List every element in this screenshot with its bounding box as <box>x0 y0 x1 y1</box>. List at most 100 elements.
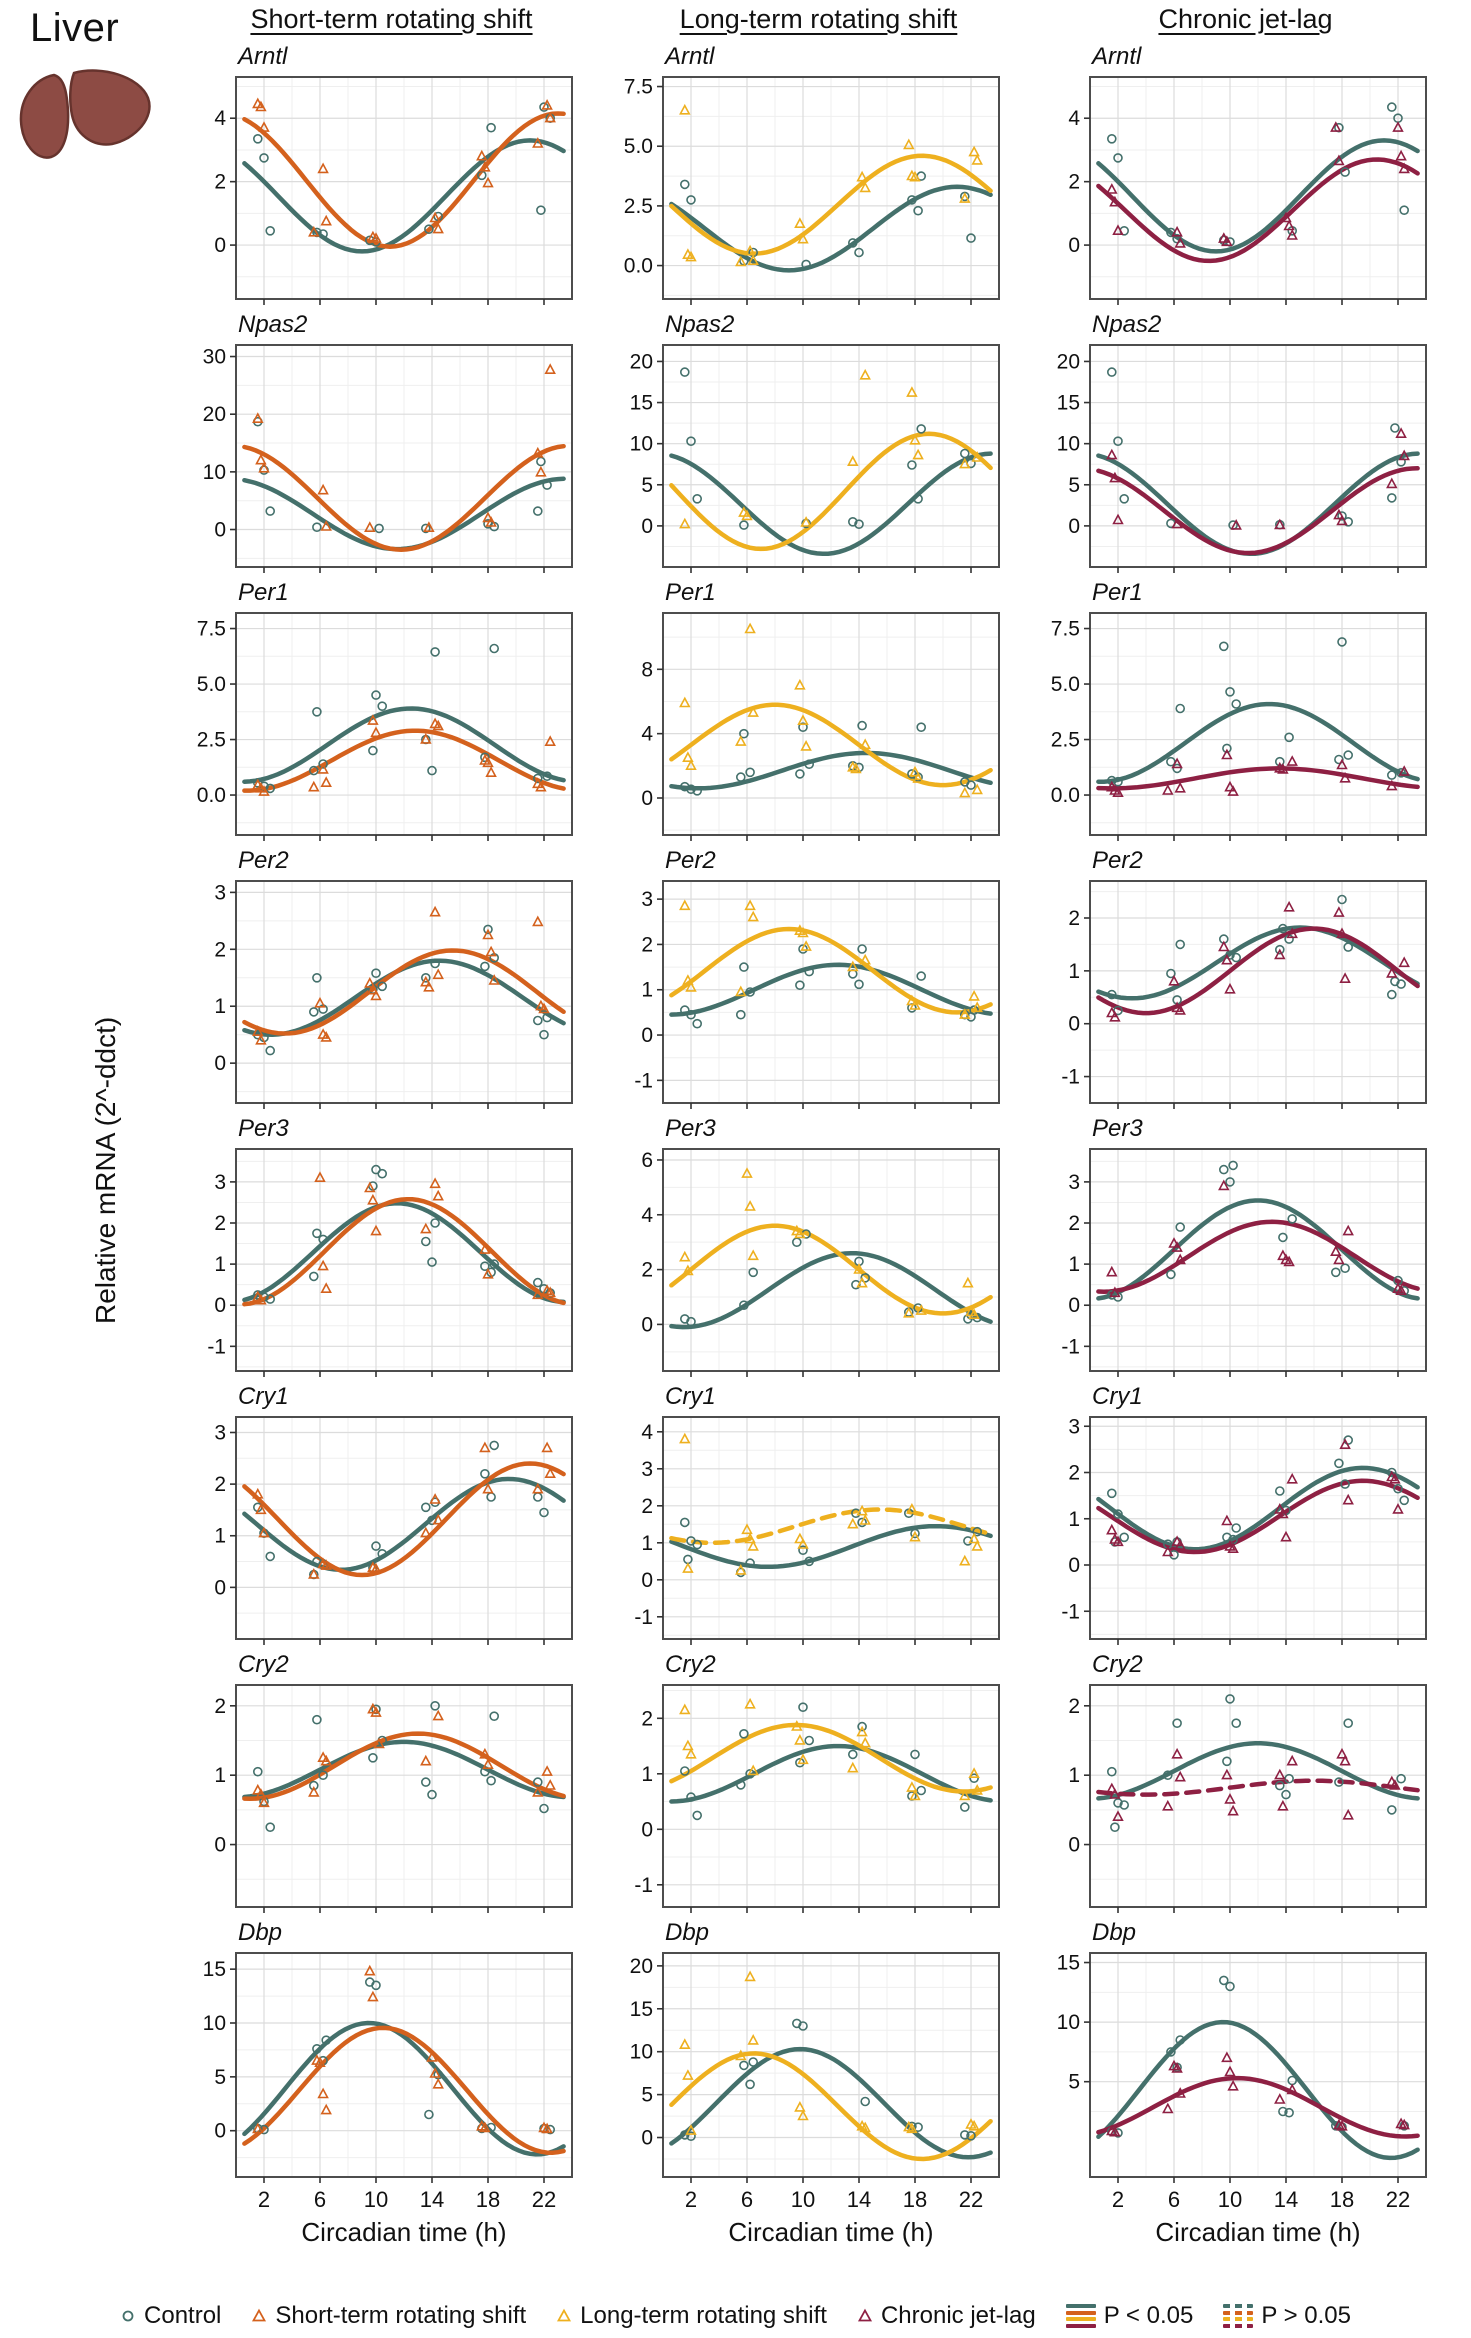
panel-per3-short: Per3 -1 0 1 2 3 <box>178 1113 605 1381</box>
control-point <box>532 1015 543 1026</box>
short-point <box>544 363 556 374</box>
control-fit-line <box>1096 2019 1420 2161</box>
jet-point <box>1109 1010 1121 1022</box>
jet-point <box>1277 1799 1289 1811</box>
short-fit-line <box>242 111 566 249</box>
short-point <box>482 511 494 523</box>
control-point <box>368 745 378 756</box>
long-point <box>744 244 756 256</box>
y-tick-label: 0 <box>641 1818 653 1841</box>
control-point <box>1219 1164 1229 1175</box>
long-point <box>747 1540 759 1551</box>
jet-point <box>1109 195 1121 207</box>
jet-point <box>1398 765 1410 776</box>
jet-point <box>1174 781 1186 793</box>
control-point <box>1113 1509 1123 1519</box>
short-point <box>535 780 547 792</box>
panel-dbp-long: Dbp 0 5 10 15 20 2 6 10 14 18 22 Circadian time (h) <box>605 1917 1032 2255</box>
control-point <box>966 780 976 790</box>
jet-point <box>1274 1503 1286 1514</box>
short-fit-line <box>242 2025 566 2155</box>
y-tick-label: 10 <box>203 2012 226 2035</box>
short-point <box>429 211 441 223</box>
long-point <box>971 1001 983 1013</box>
control-point <box>486 1775 496 1786</box>
long-point <box>968 2119 980 2131</box>
y-tick-label: 2 <box>1068 1695 1080 1718</box>
control-point <box>421 973 431 983</box>
y-tick-label: 20 <box>630 350 653 373</box>
jet-point <box>1386 779 1398 791</box>
long-point <box>968 1767 980 1778</box>
jet-point <box>1277 1507 1289 1519</box>
long-point <box>747 910 759 922</box>
short-point <box>420 1754 432 1766</box>
jet-point <box>1342 1808 1354 1820</box>
control-point <box>1275 944 1285 955</box>
control-point <box>1278 1232 1288 1243</box>
long-point <box>971 1784 983 1795</box>
jet-point <box>1398 449 1410 461</box>
jet-point <box>1339 972 1351 983</box>
long-point <box>682 1264 694 1276</box>
control-fit-line <box>669 184 993 273</box>
control-point <box>1393 1483 1403 1494</box>
control-point <box>745 1558 755 1568</box>
control-point <box>321 2035 331 2045</box>
short-point <box>420 733 432 744</box>
control-point <box>686 1009 696 1020</box>
y-tick-label: -1 <box>634 1069 653 1092</box>
control-point <box>539 1029 549 1040</box>
short-point <box>252 1783 264 1795</box>
control-point <box>427 765 437 776</box>
panel-gene-title: Npas2 <box>665 311 735 338</box>
short-point <box>485 766 497 777</box>
y-tick-label: 4 <box>1068 107 1080 130</box>
y-tick-label: 3 <box>641 1458 653 1481</box>
y-tick-label: 2.5 <box>197 729 226 752</box>
short-point <box>320 520 332 531</box>
control-point <box>312 707 322 717</box>
control-point <box>532 773 543 784</box>
y-tick-label: 0 <box>641 1024 653 1047</box>
short-point <box>432 1709 444 1721</box>
y-tick-label: 10 <box>1057 2011 1080 2034</box>
short-point <box>364 521 376 532</box>
control-point <box>1113 1005 1123 1016</box>
control-point <box>851 1508 861 1518</box>
jet-point <box>1342 1493 1354 1505</box>
control-point <box>318 229 328 239</box>
short-point <box>479 1747 491 1759</box>
jet-point <box>1330 121 1342 132</box>
panel-gene-title: Dbp <box>665 1919 710 1946</box>
short-point <box>320 1559 332 1570</box>
long-point <box>741 1523 753 1535</box>
jet-point <box>1109 2125 1121 2137</box>
y-tick-label: 30 <box>203 346 226 369</box>
y-tick-label: 20 <box>203 403 226 426</box>
control-point <box>1334 754 1344 765</box>
jet-point <box>1227 2079 1239 2091</box>
control-point <box>312 2044 322 2054</box>
short-point <box>420 1222 432 1234</box>
control-point <box>265 783 275 794</box>
jet-point <box>1395 427 1407 438</box>
long-point <box>853 1263 865 1274</box>
control-point <box>1219 1975 1229 1986</box>
long-point <box>679 1432 691 1444</box>
short-point <box>255 453 267 465</box>
x-tick-label: 10 <box>1218 2187 1242 2212</box>
jet-fit-line <box>1096 466 1420 556</box>
jet-point <box>1227 1542 1239 1553</box>
x-axis-label: Circadian time (h) <box>1155 2217 1360 2247</box>
short-point <box>258 785 270 796</box>
panel-npas2-jet: Npas2 0 5 10 15 20 <box>1032 309 1459 577</box>
long-point <box>741 509 753 521</box>
long-point <box>679 517 691 529</box>
y-tick-label: 0 <box>214 2120 226 2143</box>
panel-gene-title: Cry2 <box>665 1651 716 1678</box>
long-point <box>859 181 871 193</box>
y-tick-label: 0 <box>641 515 653 538</box>
short-point <box>317 763 329 774</box>
long-point <box>797 714 809 725</box>
